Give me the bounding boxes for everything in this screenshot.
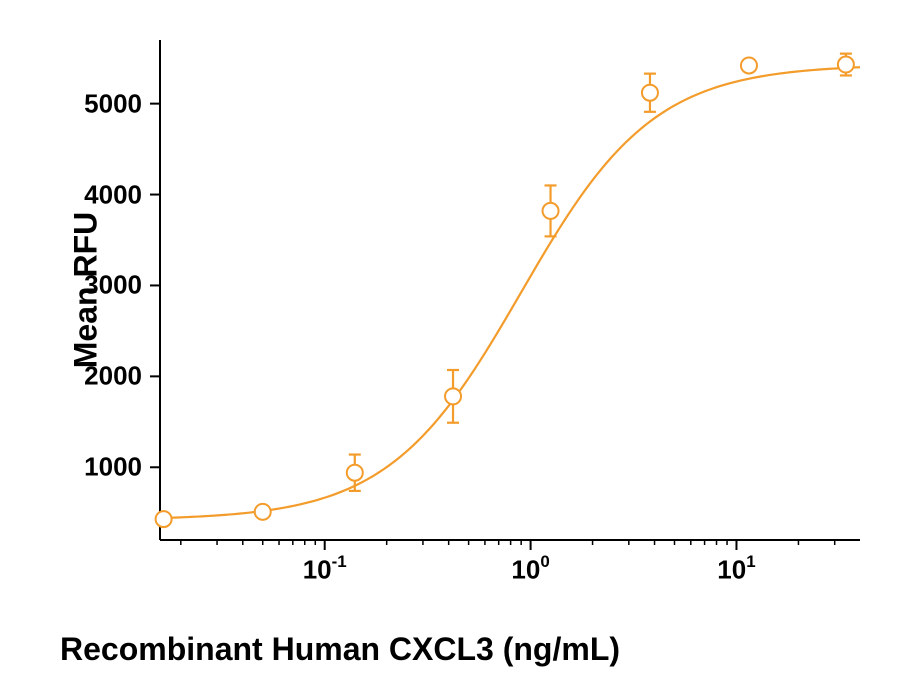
y-tick-label: 2000 xyxy=(84,361,142,392)
x-tick-label: 101 xyxy=(717,554,755,586)
y-tick-label: 1000 xyxy=(84,452,142,483)
x-tick-label: 10-1 xyxy=(303,554,347,586)
y-tick-label: 3000 xyxy=(84,270,142,301)
x-tick-label: 100 xyxy=(511,554,549,586)
y-tick-label: 4000 xyxy=(84,179,142,210)
y-tick-label: 5000 xyxy=(84,88,142,119)
chart-container: Mean RFU Recombinant Human CXCL3 (ng/mL)… xyxy=(0,0,919,686)
x-axis-title: Recombinant Human CXCL3 (ng/mL) xyxy=(60,631,620,668)
